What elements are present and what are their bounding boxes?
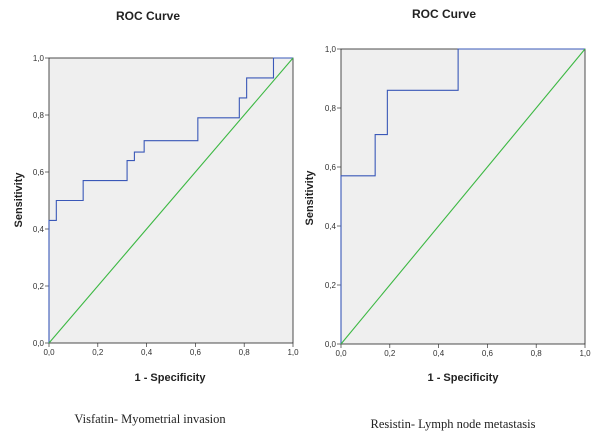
ticks: 0,0 0,2 0,4 0,6 0,8 1,0 0,0 0,2 0,4 0,6 0,8 1,0 xyxy=(325,45,591,358)
y-axis-label: Sensitivity xyxy=(13,172,25,228)
reference-diagonal-line xyxy=(48,57,294,344)
y-tick-label: 1,0 xyxy=(33,54,45,63)
x-tick-label: 0,8 xyxy=(239,348,251,357)
ticks: 0,0 0,2 0,4 0,6 0,8 1,0 0,0 0,2 0,4 0,6 0,8 1,0 xyxy=(33,54,299,357)
roc-curve-line xyxy=(340,48,585,344)
series-group xyxy=(48,57,294,344)
series-group xyxy=(340,48,586,345)
y-tick-label: 0,6 xyxy=(33,168,45,177)
x-tick-label: 0,2 xyxy=(92,348,104,357)
y-tick-label: 0,4 xyxy=(325,222,337,231)
x-tick-label: 0,2 xyxy=(384,349,396,358)
x-tick-label: 0,0 xyxy=(43,348,55,357)
x-tick-label: 1,0 xyxy=(287,348,299,357)
y-tick-label: 0,2 xyxy=(325,281,337,290)
y-tick-label: 0,0 xyxy=(33,339,45,348)
x-tick-label: 1,0 xyxy=(579,349,591,358)
y-tick-label: 0,4 xyxy=(33,225,45,234)
y-axis-label: Sensitivity xyxy=(304,170,316,226)
x-tick-label: 0,6 xyxy=(190,348,202,357)
y-tick-label: 1,0 xyxy=(325,45,337,54)
y-tick-label: 0,6 xyxy=(325,163,337,172)
chart-title: ROC Curve xyxy=(412,7,476,21)
x-axis-label: 1 - Specificity xyxy=(428,372,500,384)
y-tick-label: 0,8 xyxy=(33,111,45,120)
roc-curve-line xyxy=(48,57,293,343)
x-tick-label: 0,0 xyxy=(335,349,347,358)
roc-chart-resistin: ROC Curve 0,0 0,2 0,4 0,6 0,8 1,0 0,0 0,2 0,4 0,6… xyxy=(304,7,591,431)
y-tick-label: 0,8 xyxy=(325,104,337,113)
x-axis-label: 1 - Specificity xyxy=(135,372,207,384)
x-tick-label: 0,4 xyxy=(433,349,445,358)
chart-title: ROC Curve xyxy=(116,9,180,23)
chart-caption: Visfatin- Myometrial invasion xyxy=(74,412,226,426)
x-tick-label: 0,6 xyxy=(482,349,494,358)
roc-chart-visfatin: ROC Curve 0,0 0,2 0,4 0,6 0,8 1,0 0,0 0,2 0,4 0,6… xyxy=(13,9,299,426)
x-tick-label: 0,4 xyxy=(141,348,153,357)
y-tick-label: 0,0 xyxy=(325,340,337,349)
y-tick-label: 0,2 xyxy=(33,282,45,291)
chart-caption: Resistin- Lymph node metastasis xyxy=(371,417,536,431)
reference-diagonal-line xyxy=(340,48,586,345)
x-tick-label: 0,8 xyxy=(531,349,543,358)
